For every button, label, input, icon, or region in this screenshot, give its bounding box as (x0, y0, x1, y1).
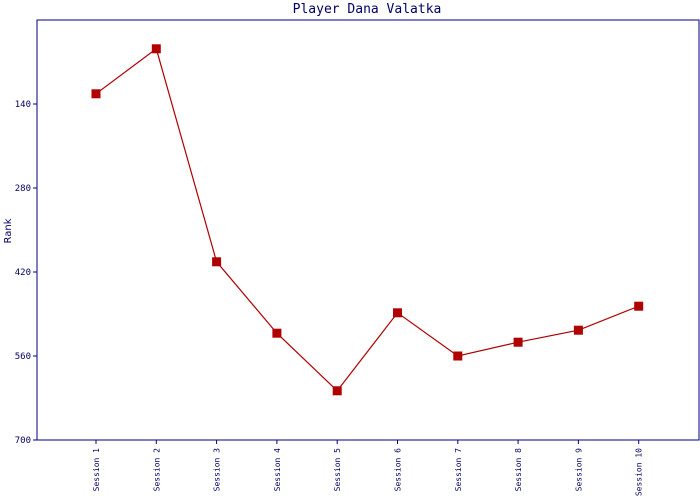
plot-frame (36, 19, 700, 441)
x-tick-label: Session 10 (635, 448, 644, 496)
point-marker (453, 351, 463, 361)
y-tick-label: 140 (15, 100, 31, 110)
point-marker (212, 257, 222, 267)
x-tick-label: Session 2 (152, 448, 161, 492)
x-tick-label: Session 5 (333, 448, 342, 492)
chart-title: Player Dana Valatka (293, 2, 442, 17)
point-marker (393, 308, 402, 318)
point-marker (91, 89, 101, 99)
x-tick-label: Session 7 (454, 448, 463, 492)
point-marker (151, 44, 161, 54)
y-tick-label: 700 (15, 436, 31, 446)
series-line (95, 47, 639, 392)
x-tick-label: Session 8 (514, 448, 523, 492)
y-tick-label: 560 (15, 352, 31, 362)
y-tick-label: 280 (15, 184, 31, 194)
point-marker (272, 328, 282, 338)
point-marker (634, 301, 644, 311)
x-tick-label: Session 3 (213, 448, 222, 492)
point-marker (573, 325, 583, 335)
y-tick-label: 420 (15, 268, 31, 278)
x-tick-label: Session 9 (574, 448, 583, 492)
y-axis-label: Rank (3, 218, 14, 243)
x-tick-label: Session 6 (394, 448, 403, 492)
x-tick-label: Session 4 (273, 448, 282, 492)
point-marker (332, 386, 342, 396)
x-tick-label: Session 1 (92, 448, 101, 492)
point-marker (513, 337, 523, 347)
